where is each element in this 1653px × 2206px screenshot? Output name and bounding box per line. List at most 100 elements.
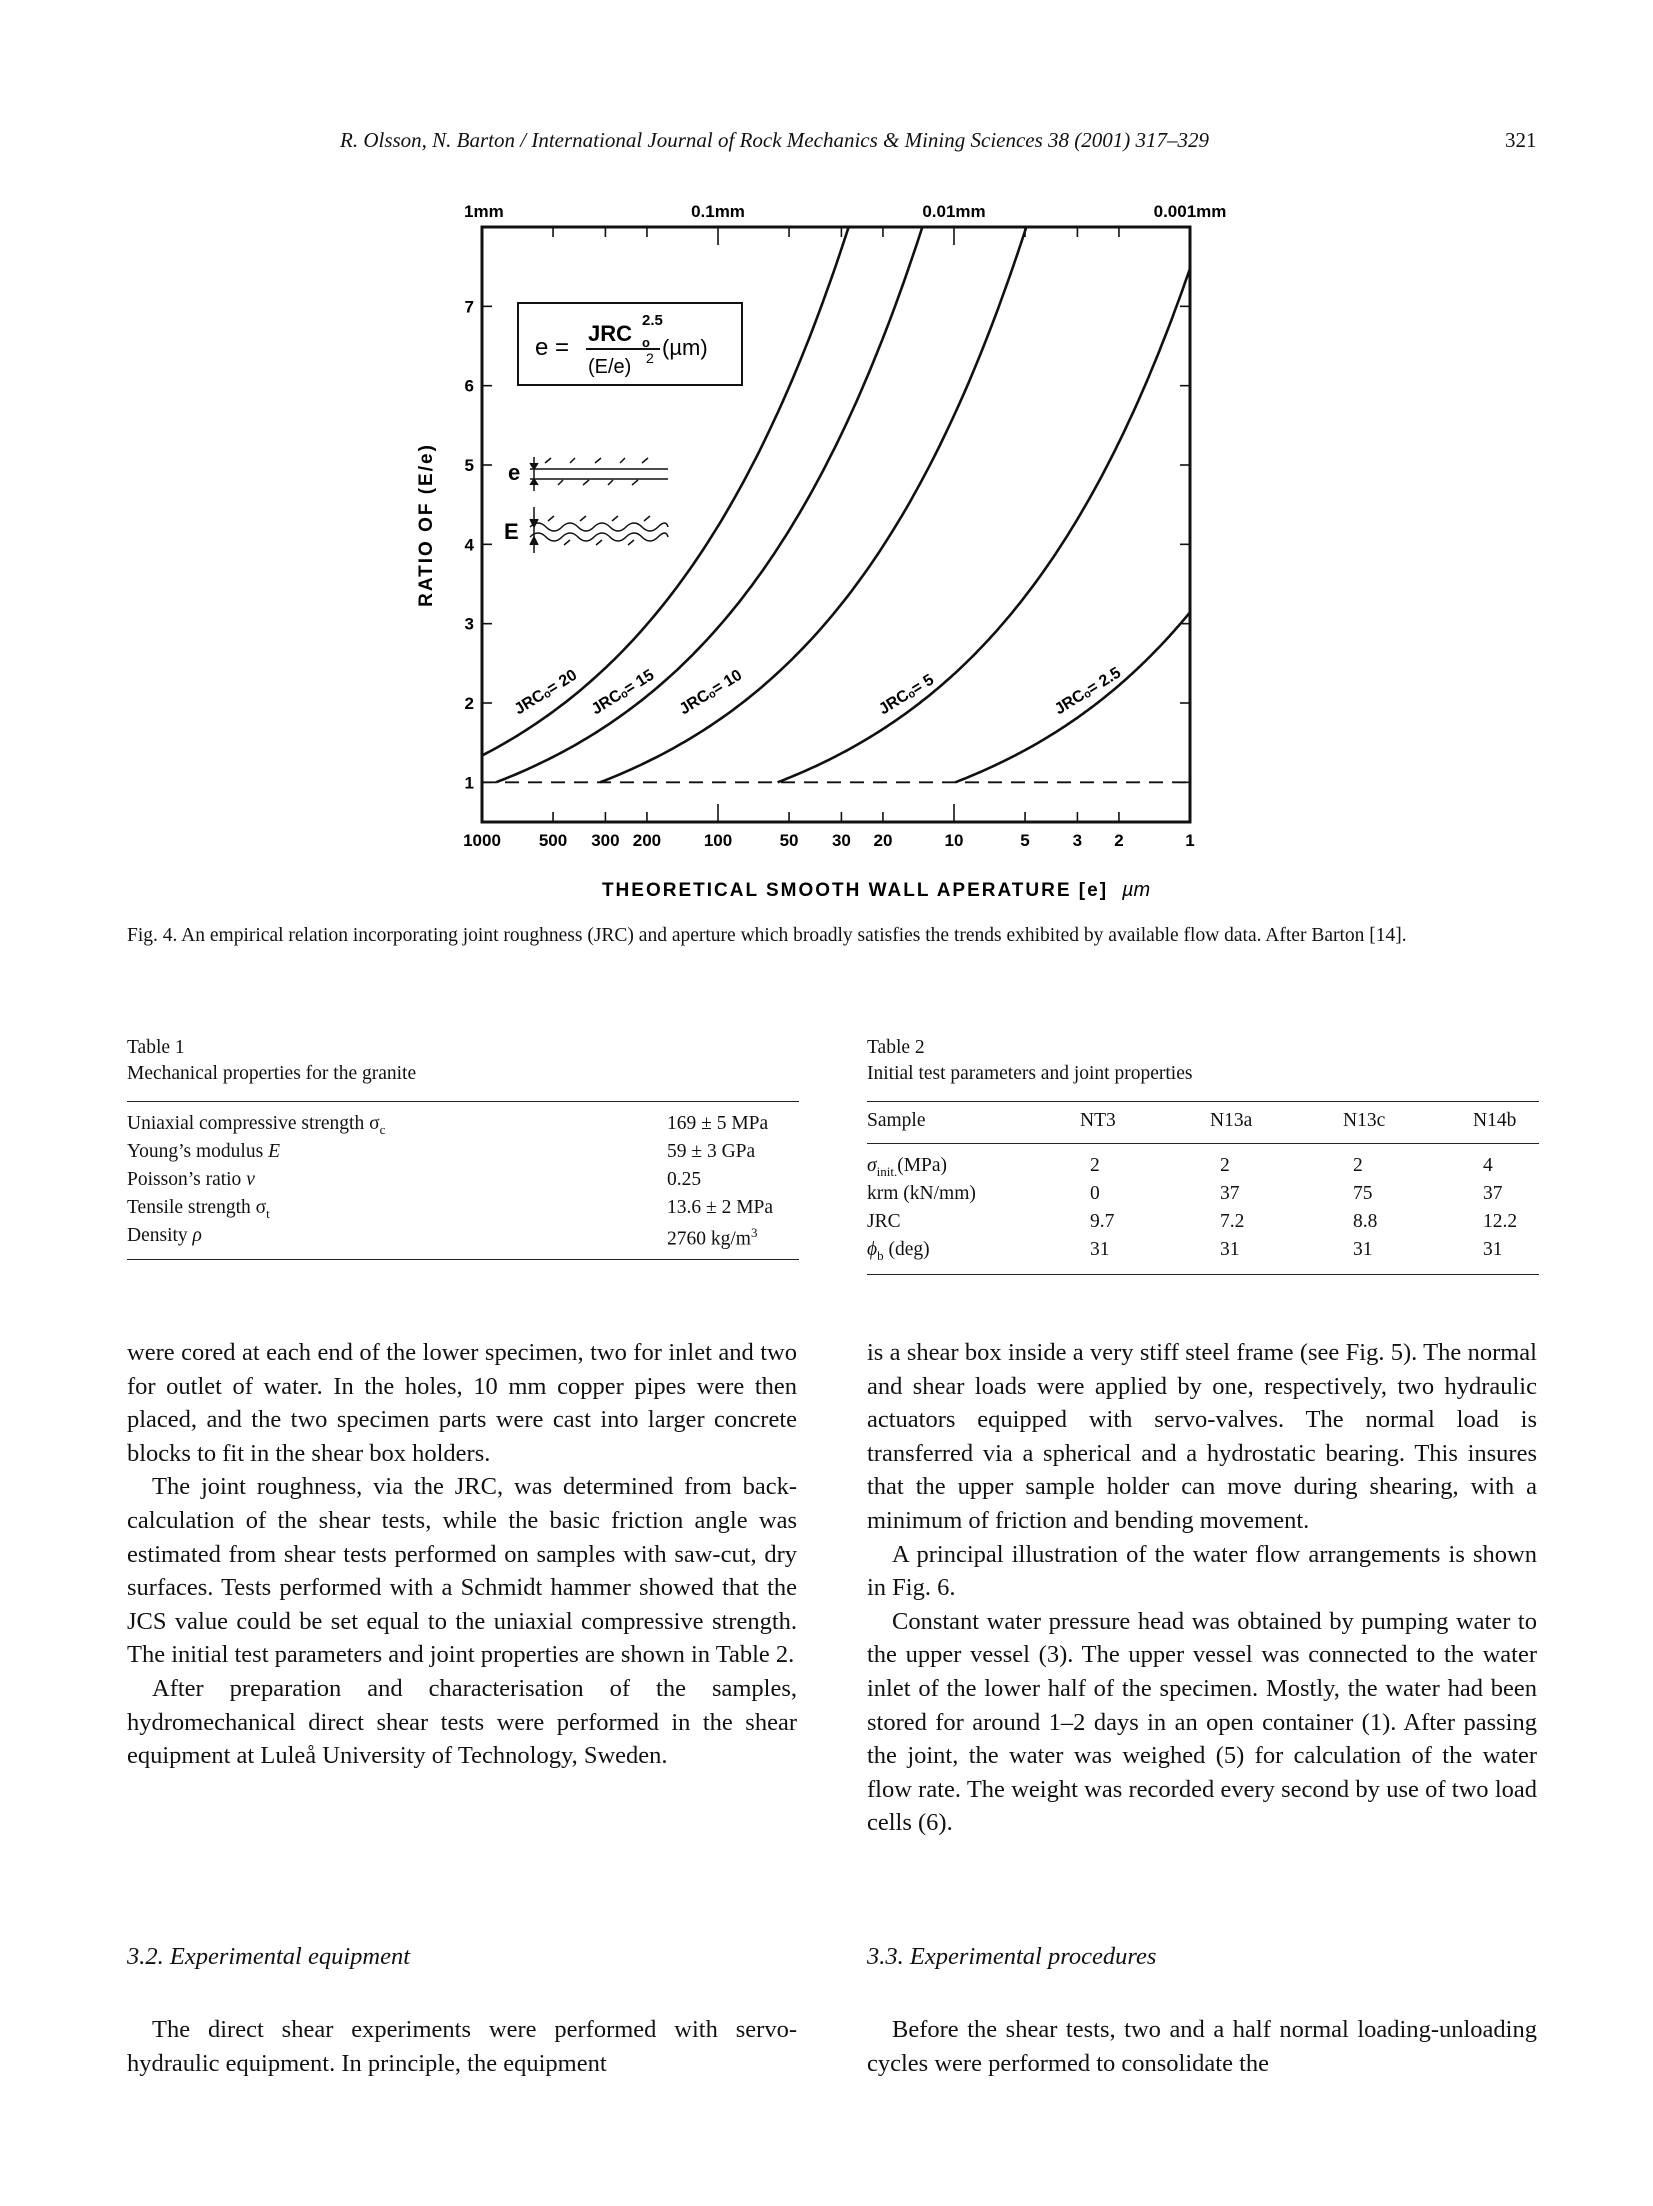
table2-title: Initial test parameters and joint proper… [867, 1063, 1193, 1084]
curve-label: JRCₒ= 20 [512, 667, 581, 719]
x-axis-label: THEORETICAL SMOOTH WALL APERATURE [e] µm [602, 879, 1150, 901]
left-para-4: The direct shear experiments were perfor… [127, 2016, 797, 2077]
plot-frame [480, 225, 1192, 824]
table2-row-label: krm (kN/mm) [867, 1183, 976, 1204]
x-tick-label: 1 [1185, 831, 1194, 850]
jrc-curve [495, 228, 924, 784]
y-axis-label: RATIO OF (E/e) [416, 443, 437, 607]
x-tick-label: 3 [1073, 831, 1082, 850]
x-tick-label: 10 [945, 831, 964, 850]
table1-value: 2760 kg/m3 [667, 1225, 758, 1250]
x-tick-labels: 1000 500 300 200 100 50 30 20 10 5 3 2 1 [463, 831, 1195, 850]
right-para-1: is a shear box inside a very stiff steel… [867, 1339, 1537, 1534]
y-tick-labels: 1 2 3 4 5 6 7 [465, 297, 475, 792]
jrc-curve [599, 228, 1028, 784]
table1-label: Table 1 [127, 1037, 185, 1058]
table2-cell: 37 [1220, 1183, 1240, 1204]
right-para-3: Constant water pressure head was obtaine… [867, 1607, 1537, 1837]
table2-cell: 0 [1090, 1183, 1100, 1204]
table2-row-label: ϕb (deg) [867, 1239, 930, 1263]
table2-header-cell: Sample [867, 1110, 926, 1131]
top-tick-label: 0.1mm [691, 202, 745, 221]
table2-cell: 31 [1483, 1239, 1503, 1260]
page-number: 321 [1505, 128, 1537, 152]
top-tick-label: 0.01mm [922, 202, 985, 221]
table2-cell: 75 [1353, 1183, 1373, 1204]
curve-label: JRCₒ= 10 [677, 667, 746, 719]
right-column-bottom: Before the shear tests, two and a half n… [867, 2013, 1537, 2080]
table2-header-cell: NT3 [1080, 1110, 1116, 1131]
x-axis-title: THEORETICAL SMOOTH WALL APERATURE [e] [602, 880, 1108, 901]
x-tick-label: 1000 [463, 831, 501, 850]
section-heading-3-2: 3.2. Experimental equipment [127, 1943, 411, 1970]
x-tick-label: 5 [1020, 831, 1029, 850]
x-tick-label: 300 [591, 831, 619, 850]
right-para-2: A principal illustration of the water fl… [867, 1540, 1537, 1602]
table2-cell: 37 [1483, 1183, 1503, 1204]
table2-cell: 7.2 [1220, 1211, 1245, 1232]
table2-top-rule [867, 1101, 1539, 1102]
x-tick-label: 500 [539, 831, 567, 850]
y-tick-label: 4 [465, 535, 475, 554]
y-tick-label: 1 [465, 773, 474, 792]
table1-property: Uniaxial compressive strength σc [127, 1113, 386, 1137]
table2-header-cell: N13a [1210, 1110, 1253, 1131]
left-para-3: After preparation and characterisation o… [127, 1674, 797, 1770]
inset-label-e: e [508, 460, 520, 485]
table2-cell: 2 [1353, 1155, 1363, 1176]
curve-labels: JRCₒ= 20 JRCₒ= 15 JRCₒ= 10 JRCₒ= 5 JRCₒ= 2.5 [512, 664, 1125, 718]
y-tick-label: 2 [465, 694, 474, 713]
aperture-inset-diagram [529, 457, 669, 553]
table2-cell: 2 [1090, 1155, 1100, 1176]
formula-numerator: JRC [588, 321, 632, 346]
top-tick-labels: 1mm 0.1mm 0.01mm 0.001mm [464, 202, 1226, 221]
formula-numerator-sub: o [642, 335, 650, 350]
y-tick-label: 7 [465, 297, 474, 316]
figure-caption: Fig. 4. An empirical relation incorporat… [127, 925, 1407, 946]
y-tick-label: 6 [465, 377, 474, 396]
top-tick-label: 0.001mm [1154, 202, 1227, 221]
table1-bottom-rule [127, 1259, 799, 1260]
table1-property: Tensile strength σt [127, 1197, 270, 1221]
jrc-curve [777, 268, 1189, 784]
left-column: were cored at each end of the lower spec… [127, 1336, 797, 1773]
formula-box: e = JRC o 2.5 (E/e) 2 (µm) [517, 302, 743, 386]
inset-label-E: E [504, 519, 519, 544]
table1-value: 59 ± 3 GPa [667, 1141, 756, 1162]
right-column: is a shear box inside a very stiff steel… [867, 1336, 1537, 1840]
x-axis-unit: µm [1121, 879, 1150, 901]
table2-row-label: JRC [867, 1211, 901, 1232]
formula-unit: (µm) [662, 335, 708, 360]
x-tick-label: 2 [1114, 831, 1123, 850]
table2-cell: 31 [1353, 1239, 1373, 1260]
formula-denominator-sup: 2 [646, 350, 654, 366]
table2-bottom-rule [867, 1274, 1539, 1275]
table2-cell: 2 [1220, 1155, 1230, 1176]
running-title: R. Olsson, N. Barton / International Jou… [340, 128, 1210, 152]
y-tick-label: 3 [465, 615, 474, 634]
table1-value: 169 ± 5 MPa [667, 1113, 769, 1134]
x-tick-label: 50 [780, 831, 799, 850]
table2-cell: 8.8 [1353, 1211, 1378, 1232]
x-tick-label: 200 [633, 831, 661, 850]
jrc-curve [483, 228, 850, 757]
table2-row-label: σinit.(MPa) [867, 1155, 948, 1179]
right-para-4: Before the shear tests, two and a half n… [867, 2016, 1537, 2077]
table2-cell: 4 [1483, 1155, 1493, 1176]
left-column-bottom: The direct shear experiments were perfor… [127, 2013, 797, 2080]
x-tick-label: 100 [704, 831, 732, 850]
formula-denominator: (E/e) [588, 356, 631, 378]
table1-property: Young’s modulus E [127, 1141, 280, 1162]
table1-value: 0.25 [667, 1169, 702, 1190]
table2-cell: 9.7 [1090, 1211, 1115, 1232]
formula-numerator-sup: 2.5 [642, 312, 663, 329]
jrc-curve [954, 611, 1189, 784]
table1-value: 13.6 ± 2 MPa [667, 1197, 774, 1218]
table1-property: Density ρ [127, 1225, 202, 1246]
y-tick-label: 5 [465, 456, 474, 475]
left-para-1: were cored at each end of the lower spec… [127, 1339, 797, 1467]
table1-property: Poisson’s ratio v [127, 1169, 255, 1190]
formula-lhs: e = [535, 334, 569, 361]
left-para-2: The joint roughness, via the JRC, was de… [127, 1473, 797, 1669]
table1-top-rule [127, 1101, 799, 1102]
